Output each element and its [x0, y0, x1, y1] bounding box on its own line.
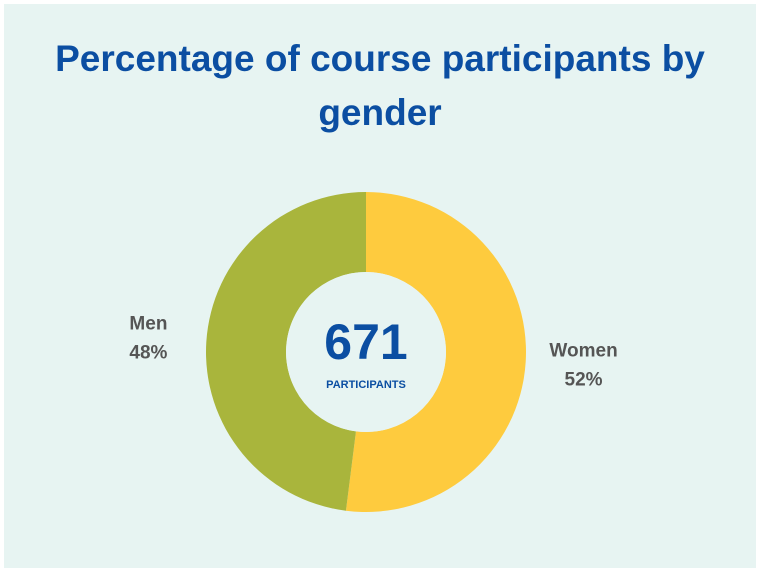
center-label: PARTICIPANTS [326, 379, 406, 391]
chart-title: Percentage of course participants by gen… [55, 38, 705, 133]
center-value: 671 [324, 314, 407, 370]
segment-label: Women [549, 341, 617, 362]
segment-value-label: 48% [129, 342, 167, 363]
segment-value-label: 52% [565, 370, 603, 391]
segment-label: Men [129, 313, 167, 334]
donut-segment [206, 192, 366, 511]
donut-hole [286, 272, 446, 432]
donut-segment [345, 192, 527, 512]
